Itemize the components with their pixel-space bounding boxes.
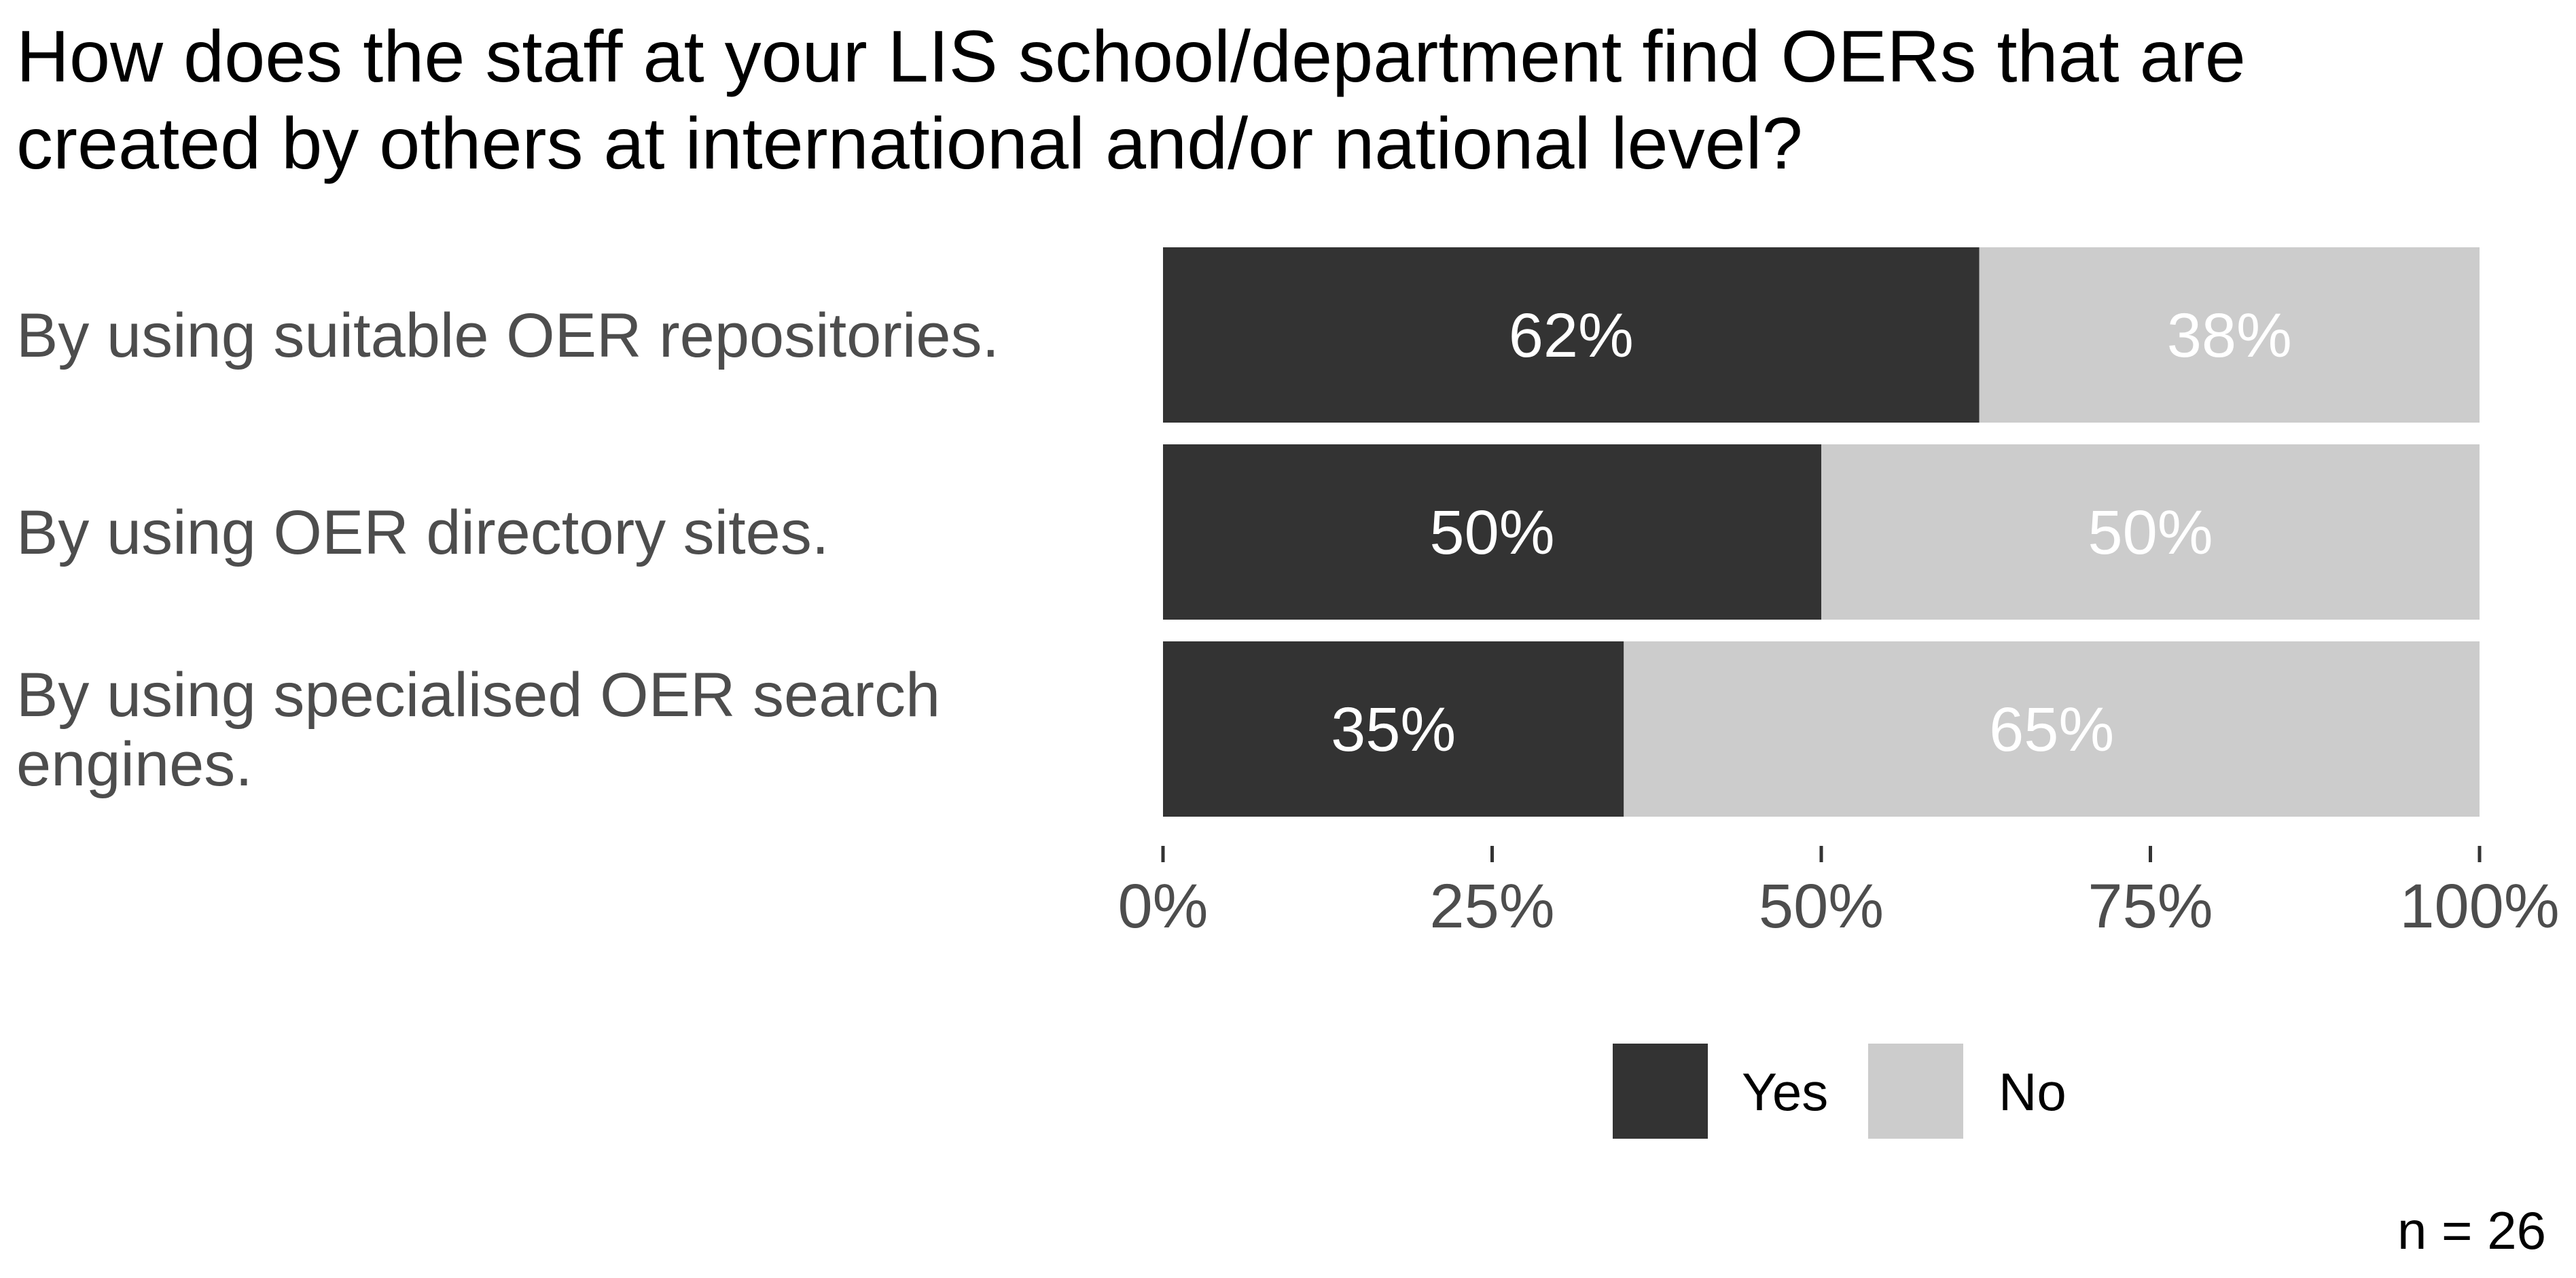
data-label: 50%: [2088, 498, 2213, 567]
legend-label-no: No: [1999, 1062, 2067, 1122]
category-label: By using OER directory sites.: [16, 498, 829, 567]
bar-segment-no: [1821, 444, 2480, 620]
bar-segment-yes: [1163, 444, 1821, 620]
legend-key-no: [1865, 1041, 1966, 1141]
data-label: 50%: [1429, 498, 1554, 567]
category-label: engines.: [16, 730, 253, 799]
bar-segment-no: [1979, 247, 2480, 423]
data-label: 35%: [1331, 695, 1456, 764]
category-labels: By using suitable OER repositories. By us…: [16, 301, 999, 799]
data-label: 38%: [2167, 301, 2292, 370]
x-tick-label: 75%: [2088, 872, 2213, 941]
x-axis: 0% 25% 50% 75% 100%: [1118, 846, 2560, 941]
chart-title-line-1: How does the staff at your LIS school/de…: [16, 15, 2246, 97]
x-tick-label: 25%: [1429, 872, 1554, 941]
x-tick-label: 50%: [1759, 872, 1884, 941]
bars: 62% 38% 50% 50% 35% 65%: [1163, 247, 2480, 817]
category-label: By using specialised OER search: [16, 660, 940, 730]
x-tick-label: 100%: [2399, 872, 2559, 941]
legend-label-yes: Yes: [1742, 1062, 1828, 1122]
bar-segment-no: [1624, 641, 2480, 817]
legend-key-yes: [1610, 1041, 1711, 1141]
data-label: 62%: [1509, 301, 1634, 370]
category-label: By using suitable OER repositories.: [16, 301, 999, 370]
chart-title: How does the staff at your LIS school/de…: [16, 15, 2246, 184]
bar-segment-yes: [1163, 641, 1624, 817]
data-label: 65%: [1989, 695, 2114, 764]
legend: Yes No: [1610, 1041, 2067, 1141]
chart-title-line-2: created by others at international and/o…: [16, 102, 1803, 184]
bar-segment-yes: [1163, 247, 1980, 423]
x-tick-label: 0%: [1118, 872, 1209, 941]
caption: n = 26: [2397, 1201, 2546, 1260]
